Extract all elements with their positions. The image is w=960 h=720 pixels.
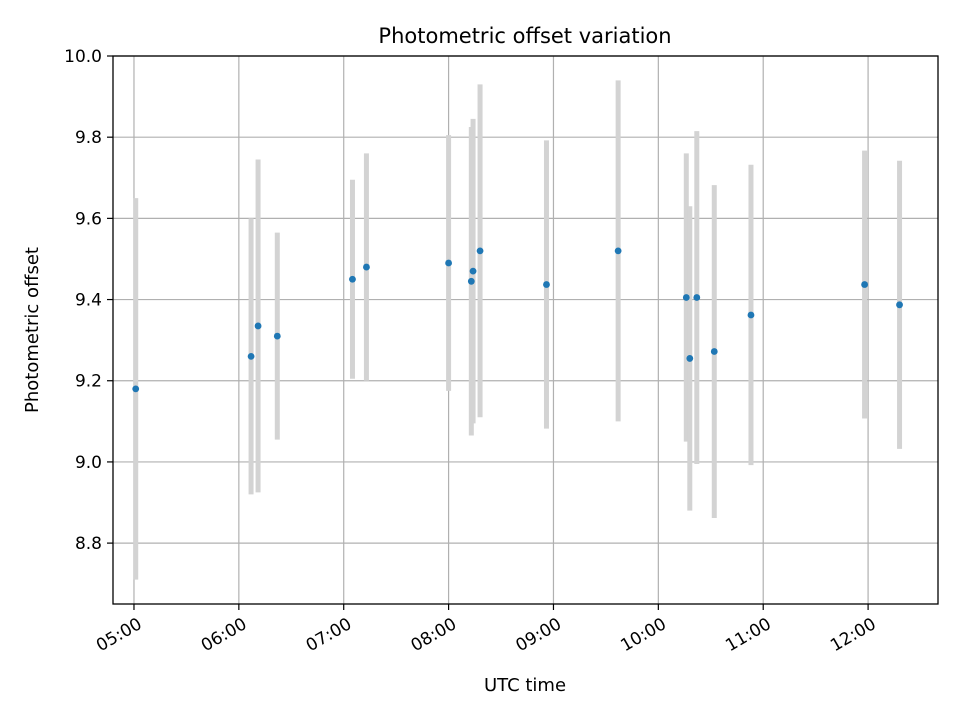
- data-point: [686, 355, 694, 362]
- y-tick-label: 10.0: [64, 47, 102, 67]
- data-point: [747, 311, 755, 319]
- data-point: [476, 247, 484, 255]
- data-point: [693, 294, 701, 301]
- x-tick-label: 05:00: [93, 614, 145, 656]
- grid: [113, 55, 938, 604]
- data-point: [349, 275, 356, 283]
- x-axis-label: UTC time: [484, 675, 566, 696]
- data-point: [543, 281, 550, 288]
- data-point: [273, 332, 281, 340]
- data-point: [469, 267, 477, 275]
- data-point: [861, 281, 868, 288]
- data-point: [247, 352, 255, 360]
- x-tick-label: 09:00: [513, 614, 565, 656]
- x-tick-label: 11:00: [722, 614, 774, 656]
- data-point: [896, 301, 903, 309]
- data-point: [710, 348, 718, 355]
- x-tick-label: 08:00: [408, 614, 460, 656]
- data-point: [614, 247, 622, 255]
- x-tick-label: 12:00: [827, 614, 879, 656]
- data-points: [132, 247, 903, 393]
- x-tick-label: 10:00: [617, 614, 669, 656]
- data-point: [254, 322, 262, 330]
- y-axis-label: Photometric offset: [22, 247, 43, 413]
- y-tick-label: 9.6: [75, 209, 102, 229]
- error-bars: [133, 80, 903, 580]
- y-tick-label: 9.2: [75, 372, 102, 392]
- data-point: [445, 259, 452, 267]
- x-tick-label: 07:00: [303, 614, 355, 656]
- data-point: [467, 277, 475, 285]
- chart-title: Photometric offset variation: [378, 24, 671, 48]
- data-point: [363, 263, 370, 271]
- y-tick-label: 9.0: [75, 453, 102, 473]
- y-tick-label: 9.8: [75, 128, 102, 148]
- y-tick-label: 9.4: [75, 291, 102, 311]
- x-axis-ticks: 05:00 06:00 07:00 08:00 09:00 10:00 11:00 12:00: [93, 604, 880, 656]
- data-point: [682, 294, 690, 301]
- plot-frame: [112, 55, 939, 605]
- y-tick-label: 8.8: [75, 534, 102, 554]
- x-tick-label: 06:00: [198, 614, 250, 656]
- y-axis-ticks: 8.8 9.0 9.2 9.4 9.6 9.8 10.0: [64, 47, 113, 554]
- data-point: [132, 385, 140, 393]
